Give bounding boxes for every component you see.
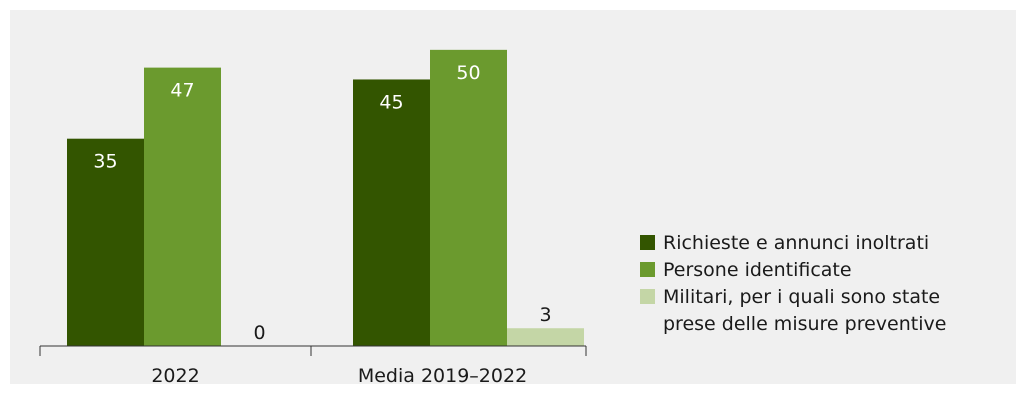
legend: Richieste e annunci inoltrati Persone ide… xyxy=(640,232,946,335)
legend-swatch-1 xyxy=(640,235,655,250)
bar-1-1 xyxy=(67,138,144,346)
bars-group xyxy=(67,49,584,346)
legend-swatch-3 xyxy=(640,289,655,304)
legend-label-3-line-1: Militari, per i quali sono state xyxy=(663,286,940,308)
data-label-2-2: 50 xyxy=(456,62,480,84)
data-labels-group: 35 47 0 45 50 3 xyxy=(93,62,551,344)
bar-2-2 xyxy=(430,49,507,346)
legend-swatch-2 xyxy=(640,262,655,277)
data-label-2-1: 45 xyxy=(379,91,403,113)
data-label-1-1: 35 xyxy=(93,151,117,173)
x-tick-label-1: 2022 xyxy=(151,365,199,387)
x-tick-label-2: Media 2019–2022 xyxy=(358,365,527,387)
legend-label-1: Richieste e annunci inoltrati xyxy=(663,232,929,254)
data-label-1-3: 0 xyxy=(253,322,265,344)
legend-label-2: Persone identificate xyxy=(663,259,852,281)
data-label-1-2: 47 xyxy=(170,80,194,102)
x-axis: 2022 Media 2019–2022 xyxy=(39,345,587,387)
legend-label-3-line-2: prese delle misure preventive xyxy=(663,313,946,335)
bar-2-1 xyxy=(353,79,430,346)
bar-2-3 xyxy=(507,328,584,346)
data-label-2-3: 3 xyxy=(539,304,551,326)
bar-1-2 xyxy=(144,67,221,346)
